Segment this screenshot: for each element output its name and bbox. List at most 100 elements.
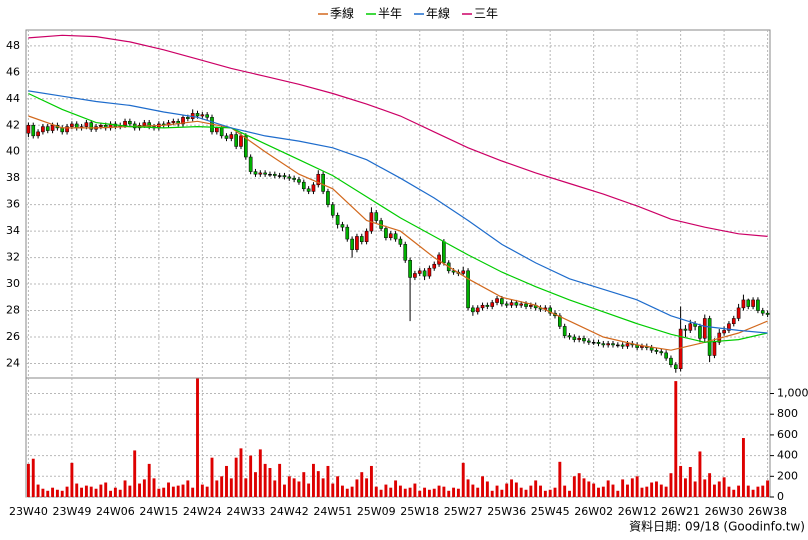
y-tick-label: 30 bbox=[6, 277, 20, 290]
y-tick-label: 32 bbox=[6, 251, 20, 264]
candle-body bbox=[234, 134, 238, 147]
volume-bar bbox=[674, 381, 678, 497]
volume-bar bbox=[84, 485, 88, 497]
volume-bar bbox=[273, 480, 277, 497]
candle-body bbox=[393, 233, 398, 240]
volume-bar bbox=[495, 485, 499, 497]
candle-body bbox=[485, 304, 490, 307]
volume-bar bbox=[220, 476, 224, 497]
candle-body bbox=[678, 328, 683, 369]
volume-bar bbox=[688, 466, 692, 497]
volume-bar bbox=[712, 484, 716, 497]
volume-bar bbox=[181, 484, 185, 497]
candle-body bbox=[292, 177, 296, 180]
volume-bar bbox=[60, 490, 64, 497]
volume-bar bbox=[698, 451, 702, 497]
volume-bar bbox=[485, 481, 489, 497]
legend-label: 半年 bbox=[378, 7, 402, 21]
candle-body bbox=[408, 259, 412, 278]
x-tick-label: 24W51 bbox=[313, 505, 352, 518]
volume-bar bbox=[737, 485, 741, 497]
volume-bar bbox=[374, 486, 378, 497]
candle-body bbox=[171, 121, 176, 123]
volume-bar bbox=[26, 463, 30, 497]
volume-bar bbox=[427, 489, 431, 497]
volume-bar bbox=[292, 478, 296, 497]
candle-body bbox=[601, 343, 606, 346]
moving-average-line bbox=[28, 92, 768, 343]
volume-bar bbox=[514, 482, 518, 497]
volume-bar bbox=[336, 476, 340, 497]
y-tick-label: 400 bbox=[777, 449, 798, 462]
candle-body bbox=[219, 127, 224, 137]
legend-label: 季線 bbox=[330, 6, 354, 21]
volume-bar bbox=[437, 485, 441, 497]
candle-body bbox=[495, 298, 499, 303]
volume-bar bbox=[128, 485, 132, 497]
volume-bar bbox=[133, 450, 137, 497]
volume-bar bbox=[80, 487, 84, 497]
volume-bar bbox=[611, 484, 615, 497]
candle-body bbox=[205, 114, 209, 118]
candle-body bbox=[253, 171, 258, 175]
candle-body bbox=[746, 299, 751, 307]
candle-body bbox=[649, 347, 654, 351]
volume-bar bbox=[113, 487, 117, 497]
candle-body bbox=[41, 126, 45, 133]
volume-bar bbox=[186, 480, 190, 497]
volume-bar bbox=[664, 486, 668, 497]
candle-body bbox=[384, 228, 388, 238]
volume-bar bbox=[761, 485, 765, 497]
volume-bar bbox=[645, 486, 649, 497]
volume-bar bbox=[626, 484, 629, 497]
volume-bar bbox=[568, 490, 571, 497]
volume-bar bbox=[41, 488, 45, 497]
volume-bar bbox=[46, 490, 50, 497]
y-tick-label: 800 bbox=[777, 407, 798, 420]
volume-bar bbox=[70, 462, 74, 497]
y-tick-label: 38 bbox=[6, 171, 20, 184]
candle-body bbox=[558, 315, 562, 327]
candle-body bbox=[751, 299, 755, 307]
candle-body bbox=[736, 307, 741, 319]
volume-bar bbox=[476, 487, 480, 497]
candle-body bbox=[442, 241, 446, 264]
candle-body bbox=[316, 173, 321, 186]
volume-bar bbox=[65, 486, 69, 497]
volume-bar bbox=[312, 463, 315, 497]
y-tick-label: 1,000 bbox=[777, 387, 808, 400]
candle-body bbox=[311, 184, 316, 192]
legend-label: 三年 bbox=[474, 7, 498, 21]
volume-bar bbox=[283, 484, 286, 497]
volume-bar bbox=[572, 476, 576, 497]
candle-body bbox=[99, 125, 103, 127]
volume-bar bbox=[244, 478, 248, 497]
volume-bar bbox=[229, 478, 233, 497]
volume-bar bbox=[548, 489, 552, 497]
candle-body bbox=[620, 344, 625, 347]
volume-bar bbox=[138, 483, 141, 497]
volume-bar bbox=[389, 487, 393, 497]
volume-bar bbox=[679, 465, 683, 497]
candle-body bbox=[128, 121, 132, 125]
legend-label: 年線 bbox=[426, 6, 450, 21]
volume-bar bbox=[398, 485, 402, 497]
candle-body bbox=[722, 330, 726, 334]
moving-average-line bbox=[28, 115, 768, 351]
volume-bar bbox=[553, 487, 557, 497]
candle-body bbox=[398, 238, 403, 245]
candle-body bbox=[756, 299, 760, 311]
candle-body bbox=[422, 270, 427, 277]
candle-body bbox=[287, 176, 292, 179]
volume-bar bbox=[152, 478, 156, 497]
volume-bar bbox=[655, 481, 658, 497]
y-tick-label: 36 bbox=[6, 198, 20, 211]
candle-body bbox=[727, 323, 731, 331]
volume-bar bbox=[316, 471, 320, 497]
candle-body bbox=[432, 263, 437, 269]
volume-bar bbox=[321, 478, 325, 497]
volume-bar bbox=[302, 472, 306, 497]
candle-body bbox=[147, 122, 152, 127]
volume-bar bbox=[432, 488, 436, 497]
volume-bar bbox=[582, 478, 586, 497]
